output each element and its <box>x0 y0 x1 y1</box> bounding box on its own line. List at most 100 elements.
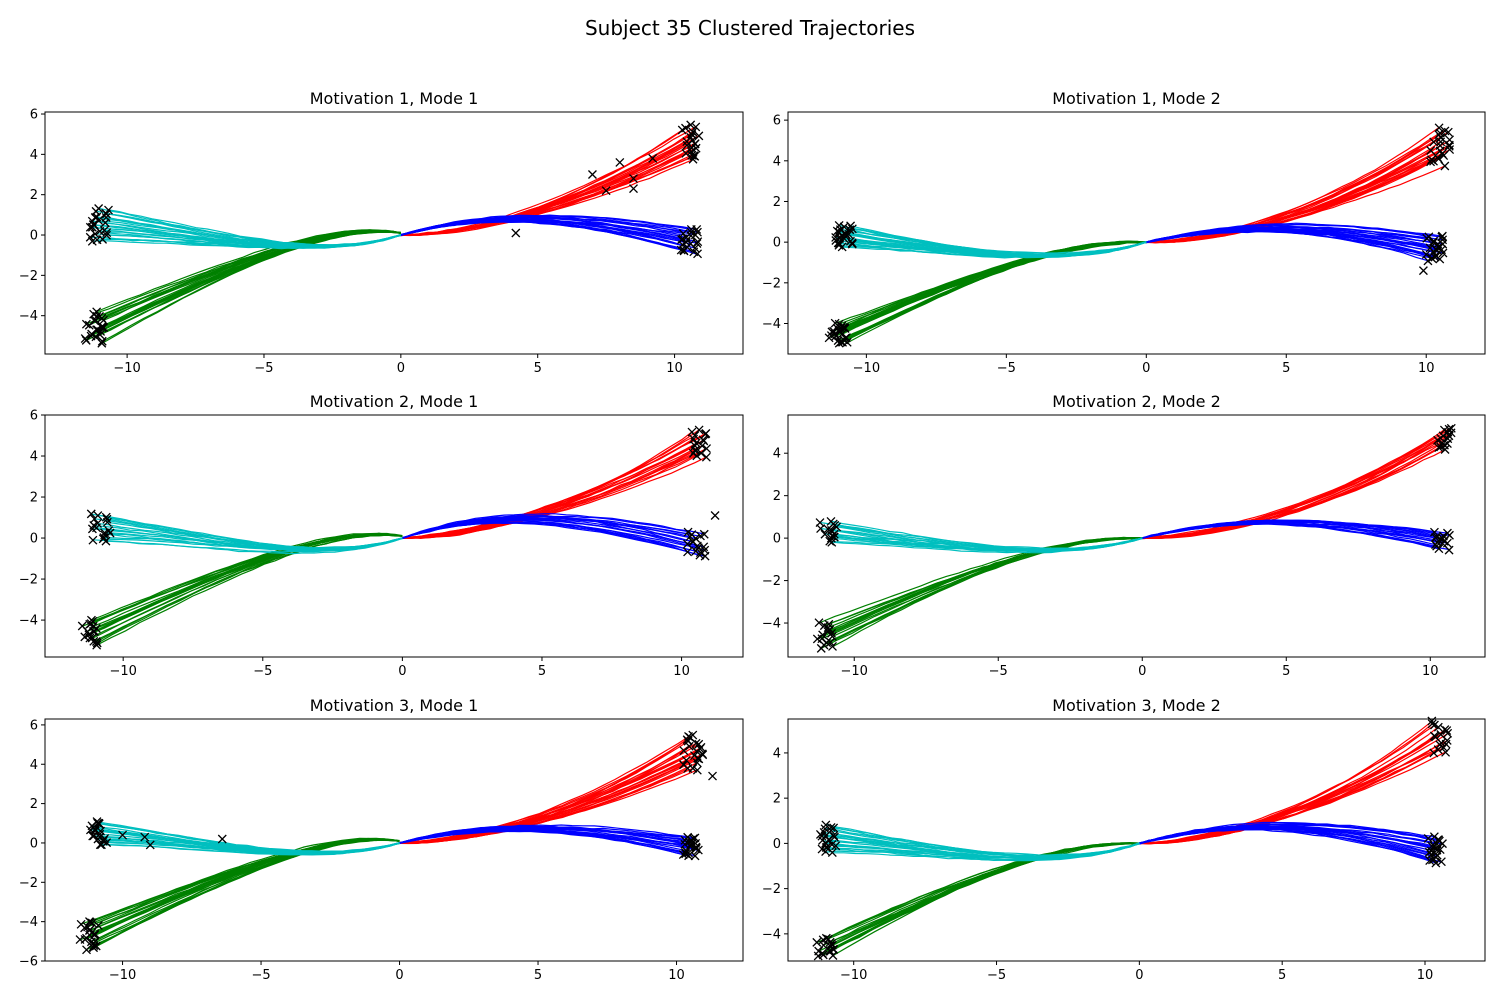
trajectory-line <box>838 240 1147 325</box>
end-marker <box>1446 423 1456 433</box>
end-marker <box>601 186 611 196</box>
y-tick-label: −4 <box>762 617 781 632</box>
y-tick-label: −2 <box>762 882 781 897</box>
x-tick-label: 5 <box>534 968 542 983</box>
cluster-cyan <box>90 207 402 250</box>
axes-frame <box>44 111 744 355</box>
x-tick-label: 5 <box>538 664 546 679</box>
end-marker <box>1427 155 1436 165</box>
end-marker <box>815 518 825 527</box>
end-marker <box>88 831 98 841</box>
trajectory-line <box>820 537 1143 649</box>
cluster-cyan <box>820 823 1140 862</box>
end-marker <box>687 427 697 437</box>
y-tick-label: −4 <box>762 317 781 332</box>
end-marker <box>830 318 840 328</box>
x-tick-label: −10 <box>853 361 880 376</box>
x-tick-label: −5 <box>997 361 1016 376</box>
plot-area <box>816 720 1448 957</box>
end-marker <box>90 929 100 939</box>
trajectory-line <box>834 241 1147 324</box>
end-marker <box>679 760 689 770</box>
trajectory-line <box>92 838 400 948</box>
trajectory-line <box>1146 130 1446 244</box>
end-marker <box>77 621 87 631</box>
y-tick-label: 6 <box>773 114 781 129</box>
end-marker <box>1441 747 1451 757</box>
x-tick-label: 10 <box>1418 361 1435 376</box>
y-tick-label: 6 <box>30 718 38 733</box>
y-tick-label: −4 <box>19 915 38 930</box>
subplot-title: Motivation 1, Mode 2 <box>1052 89 1221 108</box>
trajectory-line <box>91 513 403 550</box>
y-tick-label: −4 <box>19 309 38 324</box>
end-marker <box>86 615 96 625</box>
end-marker <box>1423 256 1433 266</box>
end-marker <box>1443 728 1453 738</box>
y-tick-label: 0 <box>773 236 781 251</box>
trajectory-line <box>850 225 1147 256</box>
end-marker <box>88 535 98 545</box>
y-tick-label: −6 <box>19 955 38 970</box>
end-marker <box>683 832 693 842</box>
trajectory-line <box>1142 429 1445 539</box>
end-marker <box>678 229 688 238</box>
y-tick-label: 4 <box>30 450 38 465</box>
trajectory-line <box>399 824 696 844</box>
end-marker <box>701 428 711 438</box>
trajectory-line <box>106 213 402 248</box>
trajectory-line <box>1142 432 1452 540</box>
x-tick-label: −10 <box>841 664 868 679</box>
x-tick-label: 5 <box>1282 664 1290 679</box>
end-marker <box>814 618 824 628</box>
trajectory-line <box>402 513 705 539</box>
end-marker <box>95 330 105 340</box>
end-marker <box>686 133 696 142</box>
y-tick-label: 4 <box>30 148 38 163</box>
y-tick-label: 0 <box>30 229 38 244</box>
y-tick-label: 4 <box>30 758 38 773</box>
trajectory-line <box>830 537 1143 643</box>
end-marker <box>97 336 107 346</box>
subplot-title: Motivation 1, Mode 1 <box>310 89 479 108</box>
trajectory-line <box>1146 127 1440 243</box>
cluster-cyan <box>819 520 1143 554</box>
end-marker <box>829 529 839 539</box>
end-marker <box>820 529 830 539</box>
end-marker <box>1444 545 1454 555</box>
end-marker <box>1424 232 1434 242</box>
cluster-blue <box>1142 519 1450 551</box>
end-marker <box>95 311 104 321</box>
end-marker <box>701 452 711 462</box>
trajectory-line <box>830 520 1143 551</box>
end-marker <box>686 120 696 130</box>
end-marker <box>679 746 689 756</box>
end-marker <box>692 239 702 248</box>
end-marker <box>1429 832 1439 842</box>
end-marker <box>692 765 702 775</box>
x-tick-label: 0 <box>1142 361 1150 376</box>
trajectory-line <box>400 126 697 236</box>
x-tick-label: 10 <box>668 968 685 983</box>
end-marker <box>818 630 828 640</box>
y-tick-label: 2 <box>773 195 781 210</box>
trajectory-line <box>98 207 401 247</box>
trajectory-line <box>818 536 1143 624</box>
end-marker <box>833 336 843 346</box>
plot-area <box>84 124 700 345</box>
trajectory-line <box>96 821 400 853</box>
end-marker <box>691 438 701 448</box>
y-tick-label: 4 <box>773 154 781 169</box>
end-marker <box>1427 253 1437 263</box>
end-marker <box>681 849 691 859</box>
trajectory-line <box>1139 726 1439 845</box>
x-tick-label: 10 <box>673 664 690 679</box>
end-marker <box>686 147 696 157</box>
end-marker <box>86 509 96 519</box>
end-marker <box>845 236 855 246</box>
axes-frame <box>44 718 744 962</box>
end-marker <box>217 834 227 844</box>
end-marker <box>1434 443 1444 453</box>
trajectory-line <box>101 231 401 319</box>
x-tick-label: −10 <box>109 968 136 983</box>
